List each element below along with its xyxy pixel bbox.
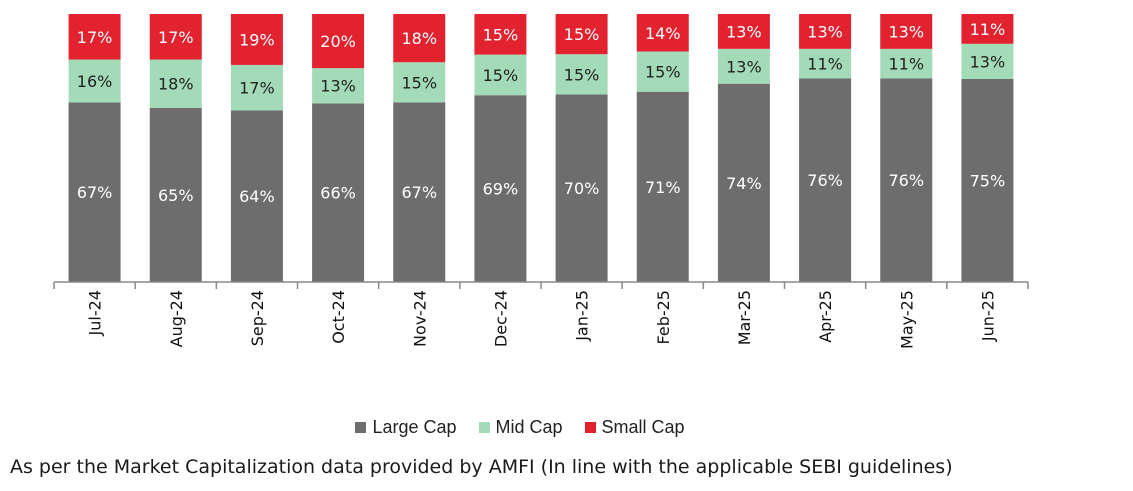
x-tick-label: Aug-24 — [167, 290, 186, 347]
bar-small-cap-jan-25 — [555, 14, 608, 55]
legend-label: Small Cap — [601, 417, 685, 437]
data-label: 15% — [564, 25, 600, 44]
data-label: 13% — [320, 77, 356, 96]
bar-large-cap-apr-25 — [799, 78, 852, 282]
data-label: 16% — [77, 72, 113, 91]
data-label: 76% — [807, 171, 843, 190]
data-label: 11% — [888, 55, 924, 74]
stacked-bar-chart: 67% 16% 17% Jul-24 65% 18% 17% Aug-24 64% 17% 19% S… — [53, 14, 1029, 349]
bar-mid-cap-feb-25 — [636, 51, 689, 92]
data-label: 15% — [401, 73, 437, 92]
legend-label: Large Cap — [372, 417, 457, 437]
data-label: 67% — [77, 183, 113, 202]
bar-mid-cap-mar-25 — [717, 48, 770, 84]
bar-mid-cap-dec-24 — [474, 54, 527, 96]
legend-item-large-cap: Large Cap — [355, 417, 457, 438]
data-label: 70% — [564, 179, 600, 198]
data-label: 75% — [970, 171, 1006, 190]
data-label: 66% — [320, 184, 356, 203]
bar-large-cap-jul-24 — [68, 102, 121, 282]
legend-label: Mid Cap — [495, 417, 563, 437]
data-label: 20% — [320, 32, 356, 51]
legend-swatch — [355, 422, 367, 433]
x-tick-label: May-25 — [897, 290, 916, 349]
bar-small-cap-apr-25 — [799, 14, 852, 49]
bar-mid-cap-may-25 — [880, 48, 933, 79]
bar-small-cap-may-25 — [880, 14, 933, 49]
data-label: 69% — [483, 180, 519, 199]
data-label: 17% — [239, 79, 275, 98]
x-tick-label: Mar-25 — [735, 290, 754, 345]
legend-item-mid-cap: Mid Cap — [478, 417, 563, 438]
bar-small-cap-feb-25 — [636, 14, 689, 52]
bar-large-cap-may-25 — [880, 78, 933, 282]
bar-small-cap-sep-24 — [230, 14, 283, 65]
bar-large-cap-mar-25 — [717, 83, 770, 283]
data-label: 15% — [483, 25, 519, 44]
bar-small-cap-aug-24 — [149, 14, 202, 60]
data-label: 19% — [239, 30, 275, 49]
bar-large-cap-oct-24 — [312, 103, 365, 282]
data-label: 71% — [645, 178, 681, 197]
bar-small-cap-nov-24 — [393, 14, 446, 63]
data-label: 13% — [726, 57, 762, 76]
data-label: 18% — [401, 29, 437, 48]
bar-mid-cap-jan-25 — [555, 54, 608, 95]
data-label: 13% — [970, 52, 1006, 71]
bar-small-cap-oct-24 — [312, 14, 365, 69]
data-label: 11% — [970, 20, 1006, 39]
x-tick-label: Oct-24 — [329, 290, 348, 344]
bar-large-cap-jun-25 — [961, 78, 1014, 282]
data-label: 74% — [726, 174, 762, 193]
bar-large-cap-dec-24 — [474, 95, 527, 282]
footnote: As per the Market Capitalization data pr… — [10, 456, 953, 478]
x-tick-label: Jul-24 — [86, 290, 105, 336]
bar-mid-cap-jun-25 — [961, 43, 1014, 79]
data-label: 15% — [645, 63, 681, 82]
data-label: 17% — [158, 28, 194, 47]
data-label: 18% — [158, 75, 194, 94]
legend-swatch — [584, 422, 596, 433]
data-label: 13% — [807, 22, 843, 41]
bar-large-cap-feb-25 — [636, 91, 689, 282]
data-label: 17% — [77, 28, 113, 47]
bar-mid-cap-apr-25 — [799, 48, 852, 79]
bar-large-cap-aug-24 — [149, 107, 202, 282]
data-label: 65% — [158, 186, 194, 205]
bar-small-cap-dec-24 — [474, 14, 527, 55]
x-tick-label: Jun-25 — [978, 290, 997, 342]
x-tick-label: Dec-24 — [491, 290, 510, 347]
data-label: 11% — [807, 55, 843, 74]
bar-large-cap-sep-24 — [230, 110, 283, 282]
data-label: 67% — [401, 183, 437, 202]
data-label: 14% — [645, 24, 681, 43]
bar-large-cap-nov-24 — [393, 102, 446, 282]
bar-small-cap-mar-25 — [717, 14, 770, 49]
x-tick-label: Feb-25 — [654, 290, 673, 344]
x-tick-label: Jan-25 — [573, 290, 592, 342]
data-label: 13% — [726, 22, 762, 41]
bar-small-cap-jul-24 — [68, 14, 121, 60]
bar-mid-cap-sep-24 — [230, 64, 283, 111]
x-tick-label: Sep-24 — [248, 290, 267, 346]
data-label: 76% — [888, 171, 924, 190]
legend-swatch — [478, 422, 490, 433]
bar-mid-cap-oct-24 — [312, 68, 365, 104]
bar-mid-cap-nov-24 — [393, 62, 446, 103]
bar-large-cap-jan-25 — [555, 94, 608, 283]
x-tick-label: Nov-24 — [410, 290, 429, 347]
data-label: 13% — [888, 22, 924, 41]
data-label: 15% — [564, 65, 600, 84]
x-tick-label: Apr-25 — [816, 290, 835, 343]
data-label: 15% — [483, 66, 519, 85]
bar-small-cap-jun-25 — [961, 14, 1014, 44]
legend: Large Cap Mid Cap Small Cap — [0, 417, 1040, 438]
legend-item-small-cap: Small Cap — [584, 417, 685, 438]
data-label: 64% — [239, 187, 275, 206]
bar-mid-cap-aug-24 — [149, 59, 202, 108]
bar-mid-cap-jul-24 — [68, 59, 121, 103]
